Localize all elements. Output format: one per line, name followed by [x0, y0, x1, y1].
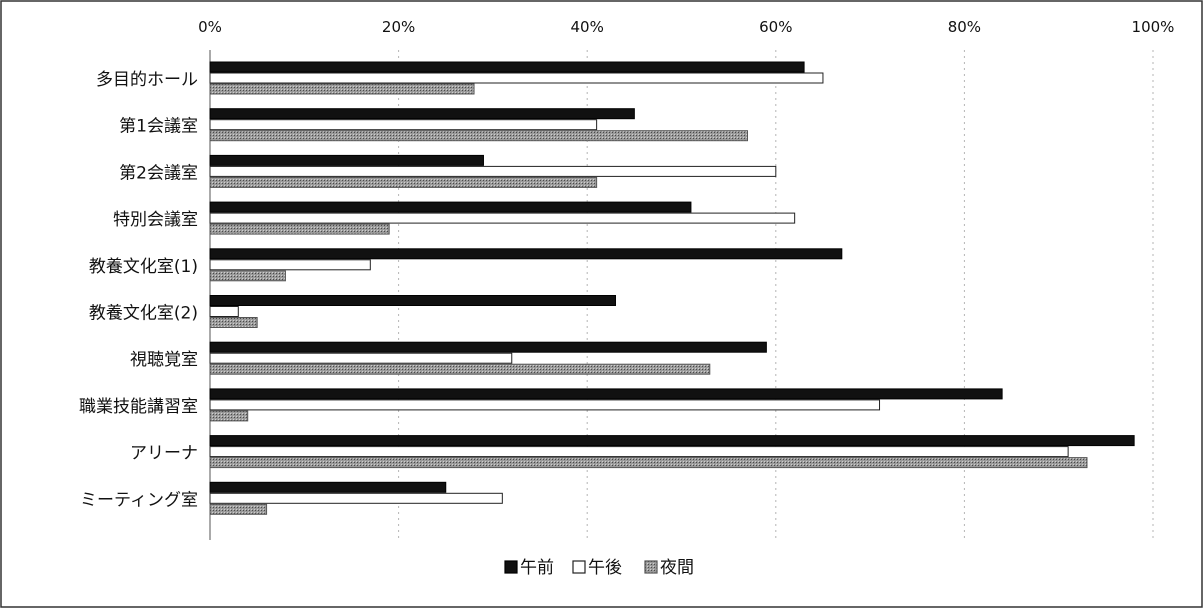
category-label: 視聴覚室: [130, 350, 198, 370]
x-tick-label: 20%: [382, 18, 415, 36]
x-tick-label: 0%: [198, 18, 222, 36]
bar-morning: [209, 341, 767, 353]
x-tick-label: 40%: [571, 18, 604, 36]
bar-morning: [209, 201, 692, 213]
x-tick-label: 80%: [948, 18, 981, 36]
category-label: 教養文化室(1): [89, 257, 198, 277]
legend-label: 午後: [588, 558, 622, 578]
category-label: 第2会議室: [119, 163, 198, 183]
bar-morning: [209, 295, 616, 306]
bar-afternoon: [209, 119, 598, 131]
bar-afternoon: [209, 492, 503, 504]
bar-evening: [209, 83, 475, 95]
x-tick-label: 60%: [759, 18, 792, 36]
category-label: 多目的ホール: [96, 70, 198, 90]
legend-swatch: [504, 560, 518, 574]
bar-morning: [209, 481, 447, 493]
category-label: 職業技能講習室: [79, 397, 198, 417]
bar-morning: [209, 154, 484, 166]
category-label: 特別会議室: [113, 210, 198, 230]
legend-swatch: [572, 560, 586, 574]
bar-morning: [209, 388, 1003, 400]
bar-evening: [209, 457, 1088, 469]
bar-afternoon: [209, 399, 881, 411]
legend-label: 午前: [520, 558, 554, 578]
bar-evening: [209, 270, 286, 282]
bar-evening: [209, 130, 749, 142]
bar-afternoon: [209, 306, 239, 317]
bar-evening: [209, 223, 390, 235]
x-axis-ticks: 0% 20% 40% 60% 80% 100%: [198, 18, 1174, 36]
category-label: 教養文化室(2): [89, 304, 198, 324]
category-label: ミーティング室: [80, 490, 198, 510]
bar-morning: [209, 108, 635, 120]
bar-morning: [209, 61, 805, 73]
bar-evening: [209, 503, 268, 515]
bar-evening: [209, 176, 598, 188]
bar-evening: [209, 363, 711, 375]
bar-morning: [209, 248, 843, 260]
bar-afternoon: [209, 165, 777, 177]
category-label: 第1会議室: [119, 117, 198, 137]
bar-afternoon: [209, 352, 513, 364]
bar-afternoon: [209, 212, 796, 224]
bar-afternoon: [209, 446, 1069, 458]
x-tick-label: 100%: [1132, 18, 1175, 36]
bar-afternoon: [209, 72, 824, 84]
legend-swatch: [644, 560, 658, 574]
bars: [209, 61, 1135, 515]
bar-afternoon: [209, 259, 371, 271]
bar-evening: [209, 317, 258, 328]
bar-evening: [209, 410, 249, 422]
legend: 午前 午後 夜間: [504, 558, 694, 578]
category-label: アリーナ: [130, 444, 198, 464]
bar-morning: [209, 435, 1135, 447]
legend-label: 夜間: [660, 558, 694, 578]
